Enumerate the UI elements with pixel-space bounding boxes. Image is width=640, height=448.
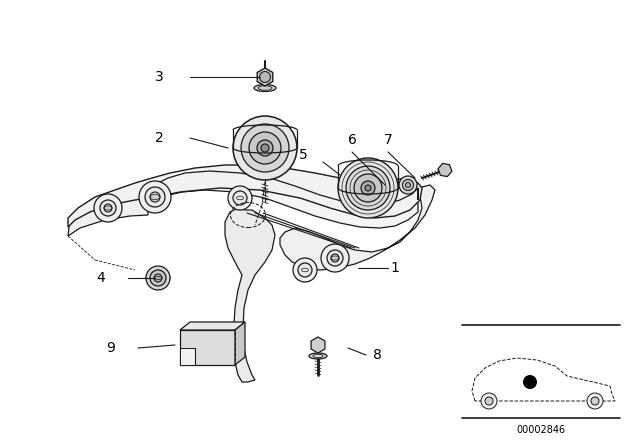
Circle shape [327,250,343,266]
Circle shape [257,140,273,156]
Circle shape [261,144,269,152]
Text: 6: 6 [348,133,356,147]
Circle shape [485,397,493,405]
Polygon shape [148,171,418,228]
Polygon shape [180,348,195,365]
Text: 7: 7 [383,133,392,147]
Circle shape [321,244,349,272]
Text: 3: 3 [156,70,164,84]
Circle shape [293,258,317,282]
Text: 4: 4 [96,271,105,285]
Text: 1: 1 [390,261,399,275]
Circle shape [228,186,252,210]
Polygon shape [311,337,325,353]
Circle shape [154,274,162,282]
Circle shape [338,158,398,218]
Circle shape [100,200,116,216]
Polygon shape [180,322,245,330]
Circle shape [241,124,289,172]
Circle shape [365,185,371,191]
Polygon shape [257,68,273,86]
Circle shape [233,116,297,180]
Circle shape [139,181,171,213]
Circle shape [150,270,166,286]
Circle shape [587,393,603,409]
Circle shape [94,194,122,222]
Circle shape [150,192,160,202]
Polygon shape [225,208,275,382]
Polygon shape [180,330,235,365]
Circle shape [481,393,497,409]
Ellipse shape [146,274,170,282]
Circle shape [233,191,247,205]
Ellipse shape [254,85,276,91]
Text: 5: 5 [300,148,308,162]
Polygon shape [68,190,148,236]
Text: 00002846: 00002846 [516,425,566,435]
Polygon shape [68,165,422,227]
Polygon shape [235,322,245,365]
Circle shape [104,204,112,212]
Polygon shape [438,164,452,177]
Ellipse shape [309,353,327,359]
Circle shape [406,182,410,188]
Ellipse shape [258,86,272,90]
Circle shape [361,181,375,195]
Polygon shape [280,185,435,270]
Circle shape [591,397,599,405]
Circle shape [523,375,537,389]
Circle shape [259,72,271,82]
Text: 8: 8 [373,348,382,362]
Text: 9: 9 [106,341,115,355]
Circle shape [403,180,413,190]
Circle shape [145,187,165,207]
Text: 2: 2 [156,131,164,145]
Circle shape [146,266,170,290]
Circle shape [298,263,312,277]
Circle shape [399,176,417,194]
Circle shape [346,166,390,210]
Circle shape [354,174,382,202]
Circle shape [331,254,339,262]
Circle shape [249,132,281,164]
